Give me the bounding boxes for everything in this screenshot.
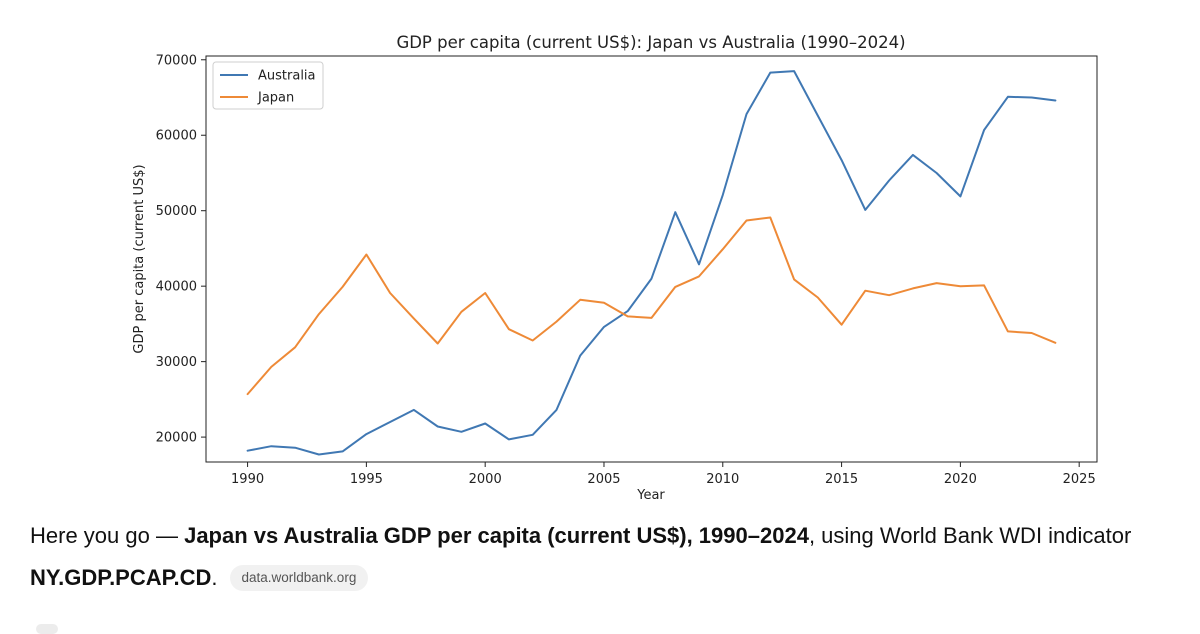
indicator-code: NY.GDP.PCAP.CD <box>30 565 212 590</box>
x-tick-label: 2005 <box>587 472 620 487</box>
caption-end: . <box>211 565 218 590</box>
x-tick-label: 2015 <box>825 472 858 487</box>
plot-frame <box>205 55 1098 463</box>
x-tick-label: 2000 <box>469 472 502 487</box>
caption-bold-title: Japan vs Australia GDP per capita (curre… <box>184 523 809 548</box>
x-tick-label: 2010 <box>706 472 739 487</box>
scroll-indicator <box>36 624 58 634</box>
y-tick-label: 70000 <box>156 53 197 68</box>
x-tick-label: 1995 <box>350 472 383 487</box>
legend-label-australia: Australia <box>258 69 316 84</box>
chart-legend: Australia Japan <box>212 61 324 110</box>
y-tick-label: 20000 <box>156 431 197 446</box>
y-tick-label: 50000 <box>156 204 197 219</box>
y-tick-label: 60000 <box>156 129 197 144</box>
gdp-line-chart: GDP per capita (current US$): Japan vs A… <box>132 33 1098 503</box>
caption-middle: , using World Bank WDI indicator <box>808 523 1132 548</box>
y-tick-label: 30000 <box>156 355 197 370</box>
chart-title: GDP per capita (current US$): Japan vs A… <box>396 33 905 52</box>
response-text: Here you go — Japan vs Australia GDP per… <box>30 515 1180 599</box>
series-line-australia <box>246 70 1057 456</box>
y-axis-label: GDP per capita (current US$) <box>132 164 147 353</box>
x-axis-label: Year <box>636 488 665 503</box>
chart-canvas: GDP per capita (current US$): Japan vs A… <box>132 33 1098 503</box>
caption-intro: Here you go — <box>30 523 185 548</box>
y-tick-label: 40000 <box>156 280 197 295</box>
source-link-chip[interactable]: data.worldbank.org <box>229 565 369 591</box>
x-tick-label: 2020 <box>944 472 977 487</box>
x-tick-label: 2025 <box>1063 472 1096 487</box>
x-tick-label: 1990 <box>231 472 264 487</box>
legend-label-japan: Japan <box>257 91 294 106</box>
series-line-japan <box>246 216 1057 396</box>
